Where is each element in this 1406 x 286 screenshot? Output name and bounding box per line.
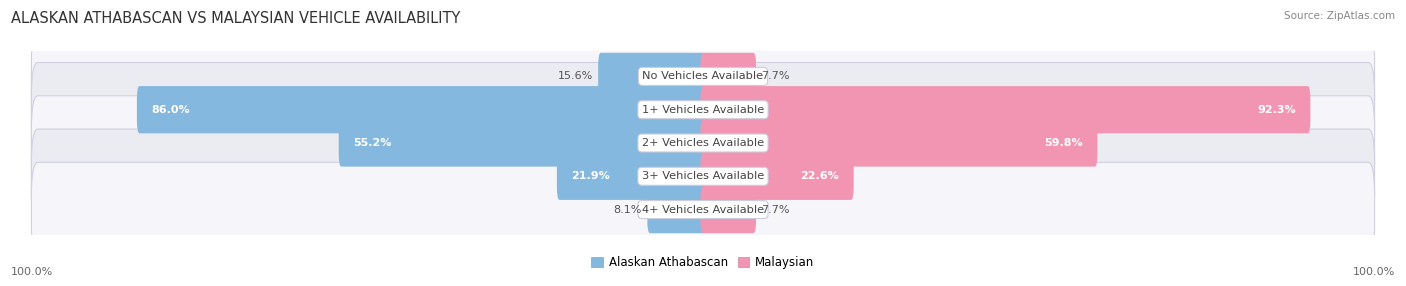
Text: 7.7%: 7.7% (761, 72, 790, 82)
FancyBboxPatch shape (557, 153, 706, 200)
FancyBboxPatch shape (31, 162, 1375, 257)
FancyBboxPatch shape (31, 29, 1375, 124)
Text: 2+ Vehicles Available: 2+ Vehicles Available (643, 138, 763, 148)
Text: 55.2%: 55.2% (353, 138, 391, 148)
Text: 86.0%: 86.0% (152, 105, 190, 115)
FancyBboxPatch shape (700, 186, 756, 233)
Text: 8.1%: 8.1% (613, 204, 643, 214)
Text: 92.3%: 92.3% (1257, 105, 1296, 115)
FancyBboxPatch shape (598, 53, 706, 100)
Text: 22.6%: 22.6% (800, 171, 839, 181)
FancyBboxPatch shape (700, 53, 756, 100)
FancyBboxPatch shape (339, 119, 706, 167)
Text: 21.9%: 21.9% (571, 171, 610, 181)
Text: 7.7%: 7.7% (761, 204, 790, 214)
FancyBboxPatch shape (31, 129, 1375, 224)
Text: No Vehicles Available: No Vehicles Available (643, 72, 763, 82)
FancyBboxPatch shape (700, 153, 853, 200)
Text: 59.8%: 59.8% (1045, 138, 1083, 148)
FancyBboxPatch shape (647, 186, 706, 233)
Text: 100.0%: 100.0% (1353, 267, 1395, 277)
Text: 15.6%: 15.6% (558, 72, 593, 82)
Text: 3+ Vehicles Available: 3+ Vehicles Available (643, 171, 763, 181)
FancyBboxPatch shape (700, 119, 1098, 167)
FancyBboxPatch shape (136, 86, 706, 133)
Text: ALASKAN ATHABASCAN VS MALAYSIAN VEHICLE AVAILABILITY: ALASKAN ATHABASCAN VS MALAYSIAN VEHICLE … (11, 11, 461, 26)
FancyBboxPatch shape (31, 62, 1375, 157)
Legend: Alaskan Athabascan, Malaysian: Alaskan Athabascan, Malaysian (592, 256, 814, 269)
Text: 1+ Vehicles Available: 1+ Vehicles Available (643, 105, 763, 115)
Text: Source: ZipAtlas.com: Source: ZipAtlas.com (1284, 11, 1395, 21)
Text: 100.0%: 100.0% (11, 267, 53, 277)
FancyBboxPatch shape (700, 86, 1310, 133)
Text: 4+ Vehicles Available: 4+ Vehicles Available (643, 204, 763, 214)
FancyBboxPatch shape (31, 96, 1375, 190)
